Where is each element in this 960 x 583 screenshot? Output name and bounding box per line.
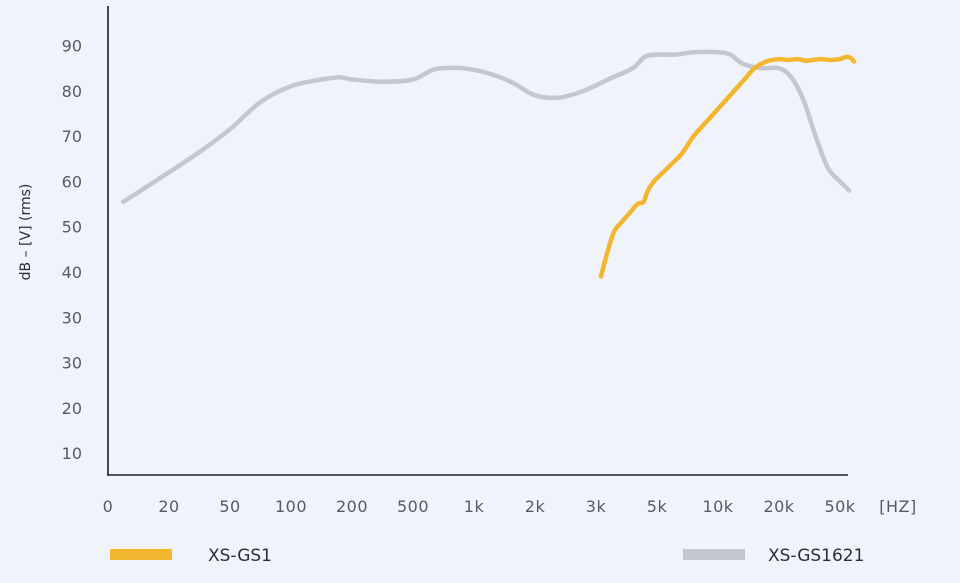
x-tick-label: 20 (158, 497, 179, 516)
series-line-xs-gs1 (598, 54, 857, 279)
x-tick-label: 1k (464, 497, 485, 516)
y-tick-label: 40 (62, 263, 82, 282)
y-tick-label: 90 (62, 37, 82, 56)
y-tick-label: 20 (62, 399, 82, 418)
x-tick-label: 200 (336, 497, 368, 516)
x-tick-label: 100 (275, 497, 307, 516)
legend-label: XS-GS1 (208, 546, 272, 566)
y-axis-title: dB – [V] (rms) (18, 184, 34, 281)
x-tick-label: 50 (219, 497, 240, 516)
x-tick-label: 2k (525, 497, 546, 516)
y-tick-label: 30 (62, 354, 82, 373)
legend-swatch (110, 549, 172, 560)
y-tick-label: 50 (62, 218, 82, 237)
y-tick-label: 30 (62, 308, 82, 327)
y-tick-label: 80 (62, 82, 82, 101)
y-tick-label: 60 (62, 172, 82, 191)
legend: XS-GS1 XS-GS1621 (110, 546, 864, 566)
x-tick-label: 0 (103, 497, 114, 516)
series-lines (121, 49, 857, 279)
y-tick-labels: 90 80 70 60 50 40 30 30 20 10 (62, 37, 82, 464)
x-tick-label: 3k (586, 497, 607, 516)
legend-swatch (683, 549, 745, 560)
x-tick-label: 5k (647, 497, 668, 516)
legend-label: XS-GS1621 (768, 546, 864, 566)
x-tick-label: 500 (397, 497, 429, 516)
series-line-xs-gs1621 (121, 49, 852, 205)
x-tick-label: 50k (824, 497, 855, 516)
axes (107, 6, 848, 476)
x-tick-label: 20k (763, 497, 794, 516)
x-tick-label: 10k (702, 497, 733, 516)
y-tick-label: 10 (62, 444, 82, 463)
x-tick-labels: 0 20 50 100 200 500 1k 2k 3k 5k 10k 20k 50k (103, 497, 856, 516)
y-tick-label: 70 (62, 127, 82, 146)
x-axis-unit: [HZ] (879, 497, 916, 516)
